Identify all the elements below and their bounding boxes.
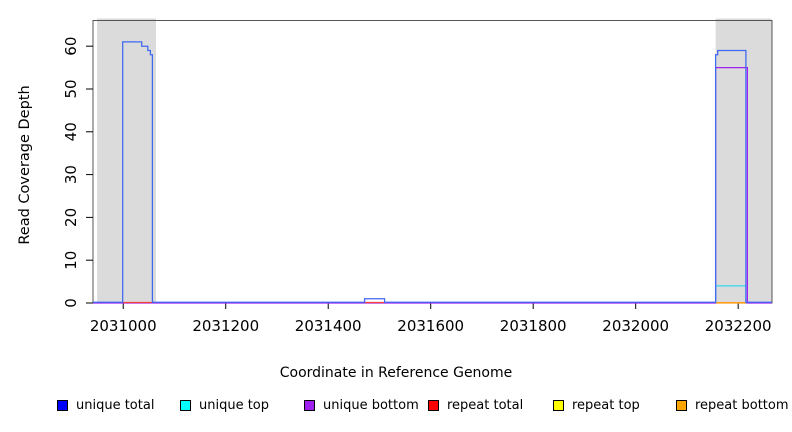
legend-item-repeat-total: repeat total (428, 398, 523, 413)
legend-item-unique-bottom: unique bottom (304, 398, 419, 413)
x-tick-label: 2031800 (500, 317, 567, 335)
repeat-bottom-swatch-icon (676, 400, 687, 411)
chart-layers: 2031000 2031200 2031400 2031600 2031800 20320… (62, 18, 773, 335)
repeat-total-swatch-icon (428, 400, 439, 411)
unique-total-swatch-icon (57, 400, 68, 411)
x-tick-label: 2031400 (295, 317, 362, 335)
legend-label: unique bottom (323, 398, 419, 413)
x-tick-label: 2031200 (192, 317, 259, 335)
y-tick-label: 20 (62, 208, 80, 227)
legend-item-repeat-top: repeat top (553, 398, 640, 413)
y-tick-label: 50 (62, 79, 80, 98)
legend-label: unique top (199, 398, 270, 413)
legend-label: repeat top (572, 398, 640, 413)
legend-item-unique-total: unique total (57, 398, 154, 413)
legend-label: repeat bottom (695, 398, 789, 413)
highlight-region (97, 18, 157, 303)
series-line-unique-bottom (93, 66, 772, 304)
x-axis-title: Coordinate in Reference Genome (280, 365, 513, 381)
legend-item-repeat-bottom: repeat bottom (676, 398, 789, 413)
y-tick-label: 0 (62, 298, 80, 308)
y-tick-label: 40 (62, 122, 80, 141)
unique-top-swatch-icon (180, 400, 191, 411)
legend-item-unique-top: unique top (180, 398, 269, 413)
x-tick-label: 2032200 (705, 317, 772, 335)
legend-label: repeat total (447, 398, 524, 413)
plot-box (92, 20, 773, 304)
x-tick-label: 2031000 (90, 317, 157, 335)
unique-bottom-swatch-icon (304, 400, 315, 411)
legend-label: unique total (76, 398, 155, 413)
y-tick-label: 30 (62, 165, 80, 184)
series-line-unique-total (93, 41, 772, 303)
y-axis-title: Read Coverage Depth (17, 85, 33, 244)
highlight-region (715, 18, 772, 303)
x-tick-label: 2031600 (397, 317, 464, 335)
y-tick-label: 60 (62, 37, 80, 56)
y-tick-label: 10 (62, 251, 80, 270)
x-tick-label: 2032000 (602, 317, 669, 335)
repeat-top-swatch-icon (553, 400, 564, 411)
